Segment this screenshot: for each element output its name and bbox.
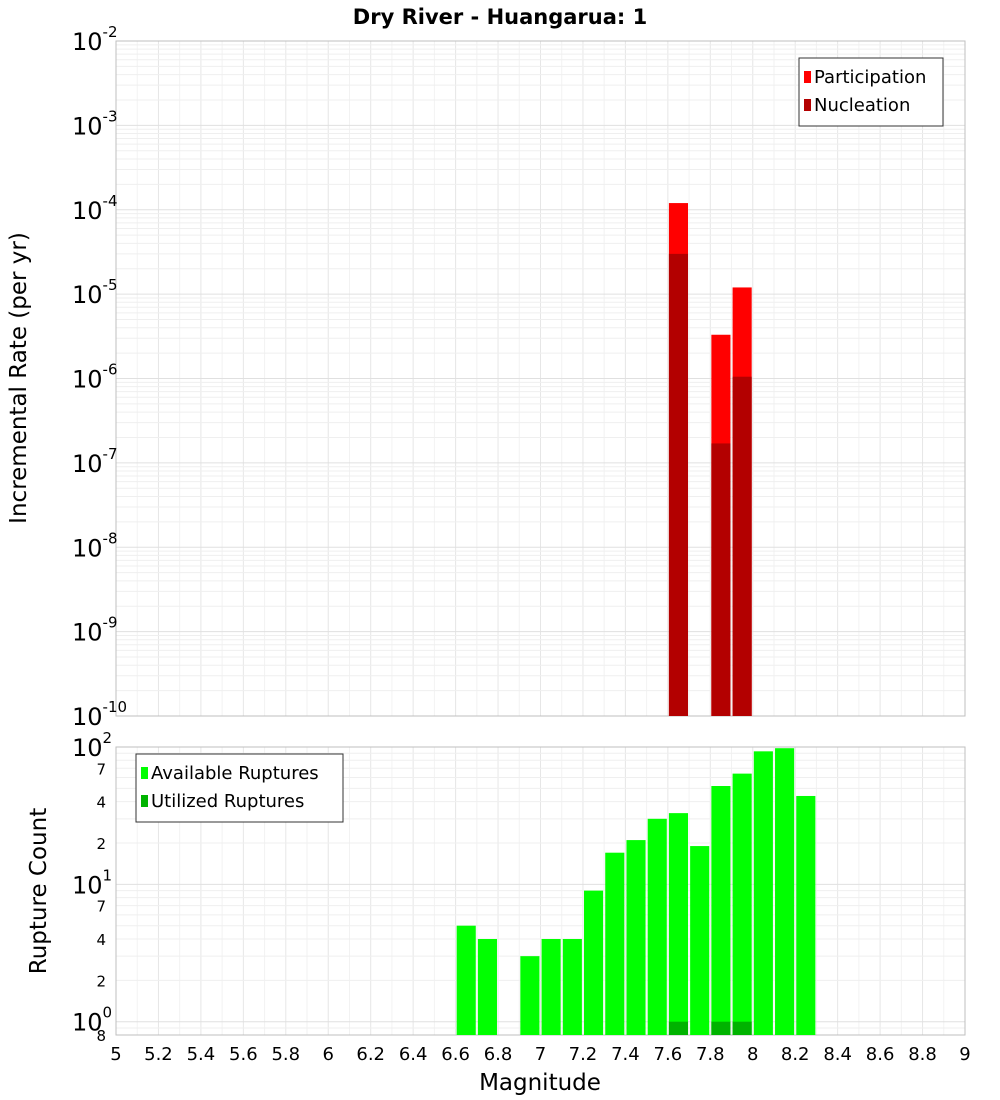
- available-ruptures-bar: [541, 939, 561, 1035]
- available-ruptures-bar: [690, 846, 710, 1035]
- top-y-tick-label: 10-8: [72, 529, 118, 562]
- x-tick-label: 8.4: [823, 1044, 852, 1065]
- top-y-tick-label: 10-7: [72, 445, 118, 478]
- top-plot-frame: [115, 40, 966, 717]
- legend-nucleation-label: Nucleation: [814, 95, 910, 116]
- bottom-y-minor-tick-label: 2: [96, 972, 106, 990]
- top-y-tick-label: 10-5: [72, 276, 118, 309]
- nucleation-bar: [732, 376, 752, 716]
- available-ruptures-bar: [456, 925, 476, 1035]
- legend-box: [798, 57, 944, 127]
- top-y-axis-label: Incremental Rate (per yr): [6, 232, 32, 524]
- available-ruptures-bar: [562, 939, 582, 1035]
- bottom-y-axis-ticks: 100 101 102 8 2 4 7 2 4 7: [72, 729, 112, 1045]
- top-y-tick-label: 10-10: [72, 698, 127, 731]
- available-ruptures-bar: [605, 852, 625, 1035]
- x-tick-label: 5.6: [229, 1044, 258, 1065]
- available-ruptures-bar: [753, 751, 773, 1035]
- top-y-tick-label: 10-2: [72, 23, 118, 56]
- legend-available-ruptures-label: Available Ruptures: [151, 763, 319, 784]
- bottom-y-tick-label: 101: [72, 866, 112, 899]
- available-ruptures-bar: [732, 773, 752, 1035]
- x-tick-label: 6.6: [441, 1044, 470, 1065]
- legend-available-ruptures-swatch: [141, 767, 148, 779]
- bottom-y-minor-tick-label: 8: [96, 1027, 106, 1045]
- available-ruptures-bar: [796, 795, 816, 1035]
- x-tick-label: 5: [110, 1044, 121, 1065]
- x-tick-label: 8.6: [866, 1044, 895, 1065]
- x-tick-label: 6.8: [484, 1044, 513, 1065]
- bottom-y-minor-tick-label: 7: [96, 760, 106, 778]
- nucleation-bar: [711, 443, 731, 716]
- top-y-tick-label: 10-3: [72, 107, 118, 140]
- top-y-tick-label: 10-6: [72, 361, 118, 394]
- x-tick-label: 6: [323, 1044, 334, 1065]
- x-tick-label: 7.6: [654, 1044, 683, 1065]
- available-ruptures-bar: [668, 813, 689, 1035]
- bottom-y-tick-label: 100: [72, 1004, 112, 1037]
- top-legend: Participation Nucleation: [798, 57, 944, 127]
- available-ruptures-bar: [775, 748, 795, 1035]
- top-y-tick-label: 10-9: [72, 614, 118, 647]
- x-tick-label: 6.2: [356, 1044, 385, 1065]
- bottom-plot-frame: [115, 746, 966, 1036]
- x-tick-label: 6.4: [399, 1044, 428, 1065]
- top-y-axis-ticks: 10-10 10-9 10-8 10-7 10-6 10-5 10-4 10-3 10-2: [72, 23, 127, 731]
- utilized-ruptures-bar: [732, 1021, 752, 1035]
- x-tick-label: 5.2: [144, 1044, 173, 1065]
- x-tick-label: 8: [747, 1044, 758, 1065]
- chart-title: Dry River - Huangarua: 1: [353, 5, 647, 29]
- x-tick-label: 7: [535, 1044, 546, 1065]
- legend-participation-swatch: [804, 71, 811, 83]
- bottom-plot-bars: [456, 748, 816, 1035]
- top-y-tick-label: 10-4: [72, 192, 118, 225]
- bottom-y-minor-tick-label: 2: [96, 835, 106, 853]
- top-plot-bars: [668, 203, 752, 716]
- available-ruptures-bar: [477, 939, 497, 1035]
- x-axis-ticks: 5 5.2 5.4 5.6 5.8 6 6.2 6.4 6.6 6.8 7 7.2 7.4 7.6 7.8 8…: [110, 1044, 970, 1065]
- x-tick-label: 8.2: [781, 1044, 810, 1065]
- bottom-y-minor-tick-label: 4: [96, 931, 106, 949]
- available-ruptures-bar: [626, 840, 646, 1035]
- x-axis-label: Magnitude: [479, 1070, 601, 1096]
- x-tick-label: 7.4: [611, 1044, 640, 1065]
- bottom-y-tick-label: 102: [72, 729, 112, 762]
- available-ruptures-bar: [584, 890, 604, 1035]
- x-tick-label: 7.2: [569, 1044, 598, 1065]
- x-tick-label: 5.8: [271, 1044, 300, 1065]
- bottom-y-axis-label: Rupture Count: [26, 808, 52, 974]
- bottom-legend: Available Ruptures Utilized Ruptures: [135, 753, 344, 823]
- top-plot-grid: [115, 40, 966, 717]
- available-ruptures-bar: [647, 818, 667, 1035]
- legend-nucleation-swatch: [804, 99, 811, 111]
- legend-utilized-ruptures-label: Utilized Ruptures: [151, 791, 304, 812]
- available-ruptures-bar: [711, 786, 731, 1035]
- utilized-ruptures-bar: [711, 1021, 731, 1035]
- utilized-ruptures-bar: [668, 1021, 689, 1035]
- legend-participation-label: Participation: [814, 67, 926, 88]
- bottom-y-minor-tick-label: 7: [96, 898, 106, 916]
- bottom-y-minor-tick-label: 4: [96, 794, 106, 812]
- x-tick-label: 7.8: [696, 1044, 725, 1065]
- legend-utilized-ruptures-swatch: [141, 795, 148, 807]
- x-tick-label: 9: [959, 1044, 970, 1065]
- available-ruptures-bar: [520, 956, 540, 1035]
- nucleation-bar: [668, 253, 689, 716]
- x-tick-label: 8.8: [908, 1044, 937, 1065]
- x-tick-label: 5.4: [187, 1044, 216, 1065]
- legend-box: [135, 753, 344, 823]
